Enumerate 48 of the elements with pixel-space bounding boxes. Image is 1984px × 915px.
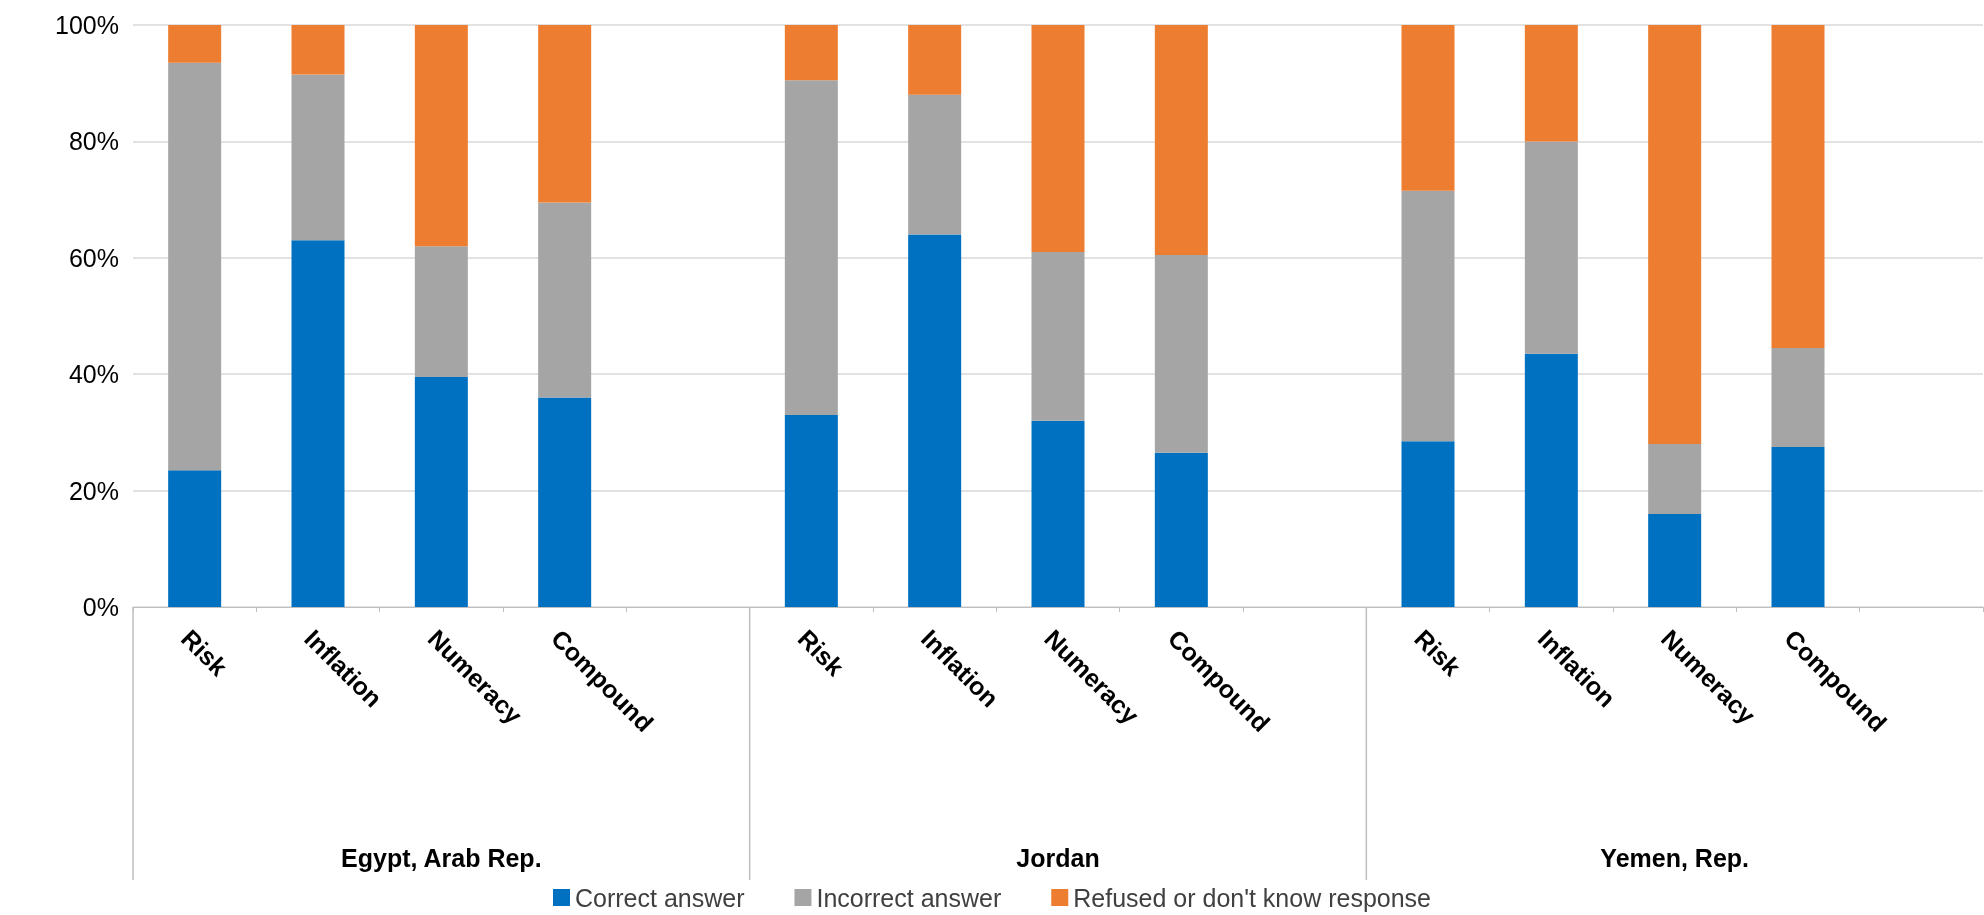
bar: [291, 25, 345, 75]
y-tick-label: 60%: [68, 243, 119, 272]
bar: [168, 62, 222, 471]
bar: [414, 377, 468, 607]
bar: [1401, 25, 1455, 191]
bar: [1031, 420, 1085, 607]
bar: [1524, 141, 1578, 354]
bar: [784, 414, 838, 607]
bar: [538, 397, 592, 607]
y-tick-label: 20%: [68, 476, 119, 505]
bar: [1524, 25, 1578, 142]
bar: [1154, 254, 1208, 453]
legend-label: Incorrect answer: [816, 883, 1002, 912]
bar: [1524, 353, 1578, 607]
text: Jordan: [1016, 844, 1100, 872]
y-tick-label: 80%: [68, 127, 119, 156]
bar: [908, 25, 962, 95]
bar: [1648, 513, 1702, 607]
text: Egypt, Arab Rep.: [341, 844, 542, 872]
bar: [291, 74, 345, 241]
bar: [1648, 444, 1702, 514]
legend-label: Correct answer: [574, 883, 745, 912]
bar: [1031, 251, 1085, 421]
bar: [1771, 348, 1825, 447]
bar: [538, 202, 592, 398]
bar: [1771, 25, 1825, 349]
bar: [291, 240, 345, 607]
y-tick-label: 40%: [68, 360, 119, 389]
bar: [908, 234, 962, 607]
bar: [908, 94, 962, 235]
bar: [414, 246, 468, 378]
bar: [538, 25, 592, 203]
text: Yemen, Rep.: [1600, 844, 1749, 872]
bar: [784, 25, 838, 81]
bar: [1154, 25, 1208, 255]
bar: [168, 470, 222, 607]
y-tick-label: 0%: [82, 593, 119, 621]
bar: [1648, 25, 1702, 445]
bar: [1771, 446, 1825, 607]
y-tick-label: 100%: [55, 11, 119, 39]
bar: [1031, 25, 1085, 252]
bar: [1154, 452, 1208, 607]
bar: [784, 80, 838, 415]
bar: [1401, 441, 1455, 607]
bar: [168, 25, 222, 63]
legend-label: Refused or don't know response: [1073, 883, 1432, 912]
bar: [414, 25, 468, 247]
bar: [1401, 190, 1455, 442]
